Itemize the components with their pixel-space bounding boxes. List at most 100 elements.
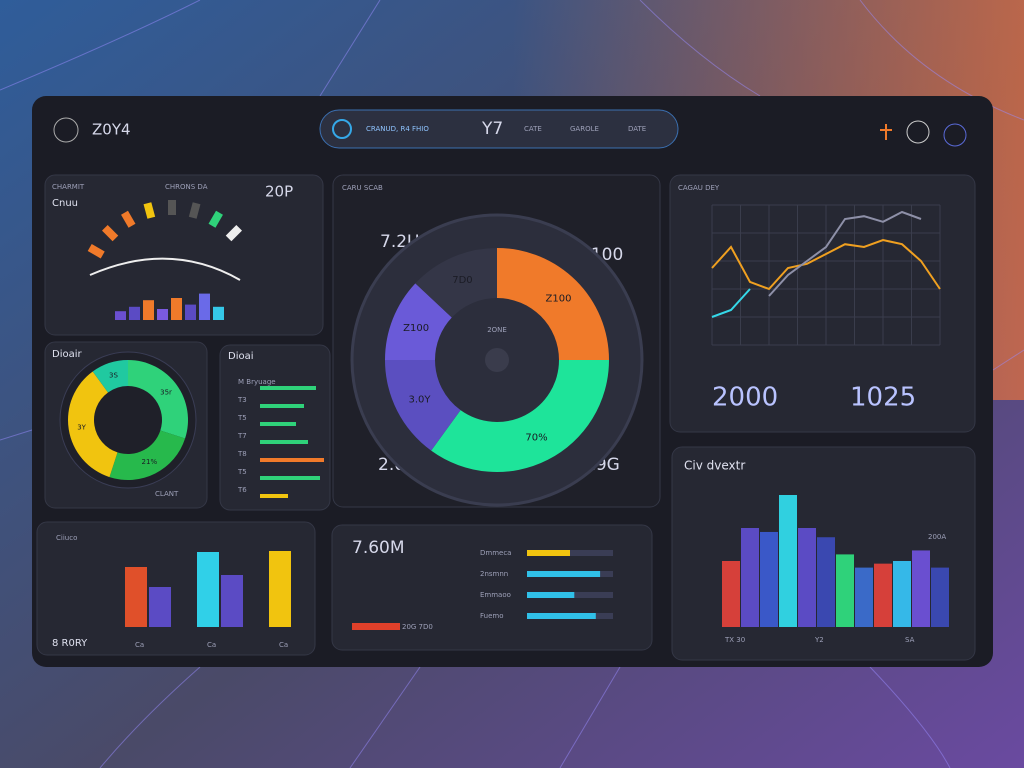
list-bar [260, 422, 296, 426]
list-label: T6 [237, 486, 247, 494]
panel-title: Dioai [228, 351, 254, 362]
gauge-tick [143, 202, 156, 219]
list-label: T3 [237, 396, 247, 404]
panel-footer: CLANT [155, 490, 179, 498]
progress-label: Emmaoo [480, 591, 511, 599]
nav-item[interactable]: GAROLE [570, 125, 599, 133]
gauge-bar [157, 309, 168, 320]
line-series [711, 288, 751, 318]
segment-label: 35r [160, 388, 172, 396]
list-label: T5 [237, 468, 247, 476]
segment-label: 3S [109, 371, 118, 379]
gauge-tick [225, 224, 243, 242]
bar [874, 563, 892, 627]
gauge-bar [213, 306, 224, 320]
bar [836, 554, 854, 627]
gauge-bar [143, 300, 154, 320]
stat-value: 1025 [850, 383, 916, 413]
segment-label: Z100 [546, 293, 572, 304]
segment-label: Z100 [403, 323, 429, 334]
panel-title: Dioair [52, 349, 83, 360]
bar [722, 561, 740, 627]
bar [912, 550, 930, 627]
gauge-bar [199, 293, 210, 320]
avatar[interactable] [906, 120, 930, 144]
bar [760, 531, 778, 627]
x-tick-label: Ca [207, 641, 216, 649]
progress-bar [527, 550, 570, 556]
line-series [768, 210, 922, 297]
donut-hub [485, 348, 509, 372]
bar [893, 561, 911, 627]
list-bar [260, 440, 308, 444]
progress-label: Dmmeca [480, 549, 511, 557]
dropdown[interactable] [943, 123, 967, 147]
app-title: Z0Y4 [92, 121, 131, 139]
add-icon[interactable] [880, 124, 892, 140]
line-panel [669, 174, 976, 433]
column [125, 567, 147, 627]
gauge-bar [129, 306, 140, 320]
gauge-panel [44, 174, 324, 336]
gauge-needle [89, 257, 241, 281]
column [197, 552, 219, 627]
x-tick-label: Ca [279, 641, 288, 649]
line-series [711, 238, 941, 291]
panel-subtitle: Cnuu [52, 198, 78, 209]
x-tick-label: Ca [135, 641, 144, 649]
segment-label: 21% [142, 458, 158, 466]
menu-icon[interactable] [53, 117, 79, 143]
progress-bar [527, 571, 601, 577]
donut-center: 2ONE [487, 326, 507, 334]
list-bar [260, 386, 316, 390]
search-icon[interactable] [332, 119, 352, 139]
bar [741, 528, 759, 627]
donut-segment [415, 248, 497, 318]
x-tick-label: Y2 [814, 636, 824, 644]
progress-value: 7.60M [352, 538, 405, 558]
nav-item[interactable]: DATE [628, 125, 646, 133]
donut-segment [497, 248, 609, 360]
search-bar[interactable] [319, 109, 679, 149]
list-bar [260, 458, 324, 462]
gauge-bar [185, 304, 196, 320]
bar [931, 567, 949, 627]
list-panel [219, 344, 331, 511]
search-value: Y7 [481, 119, 503, 139]
donut-segment [385, 283, 452, 360]
panel-footer: 8 R0RY [52, 638, 88, 649]
list-bar [260, 476, 320, 480]
segment-label: 3.0Y [408, 394, 431, 405]
gauge-tick [208, 210, 223, 228]
legend: CHRONS DA [165, 183, 208, 191]
bar-label: 200A [928, 533, 946, 541]
progress-label: Fuemo [480, 612, 504, 620]
panel-title: Civ dvextr [684, 459, 745, 473]
x-tick-label: SA [905, 636, 915, 644]
gauge-tick [87, 244, 105, 259]
bar [779, 495, 797, 627]
progress-bar [527, 613, 596, 619]
gauge-bar [171, 298, 182, 320]
list-label: T5 [237, 414, 247, 422]
list-label: T7 [237, 432, 247, 440]
panel-title: Ciiuco [56, 534, 77, 542]
list-label: M Bryuage [238, 378, 276, 386]
list-bar [260, 404, 304, 408]
panel-title: CAGAU DEY [678, 184, 720, 192]
gauge-tick [188, 202, 201, 219]
gauge-value: 20P [265, 183, 293, 201]
segment-label: 7D0 [452, 275, 472, 286]
gauge-tick [101, 224, 119, 242]
bar [855, 567, 873, 627]
x-tick-label: TX 30 [724, 636, 745, 644]
donut-segment [431, 360, 609, 473]
segment-label: 3Y [77, 423, 86, 431]
column [269, 551, 291, 627]
bar [798, 528, 816, 627]
nav-item[interactable]: CATE [524, 125, 542, 133]
donut-segment [68, 371, 118, 478]
